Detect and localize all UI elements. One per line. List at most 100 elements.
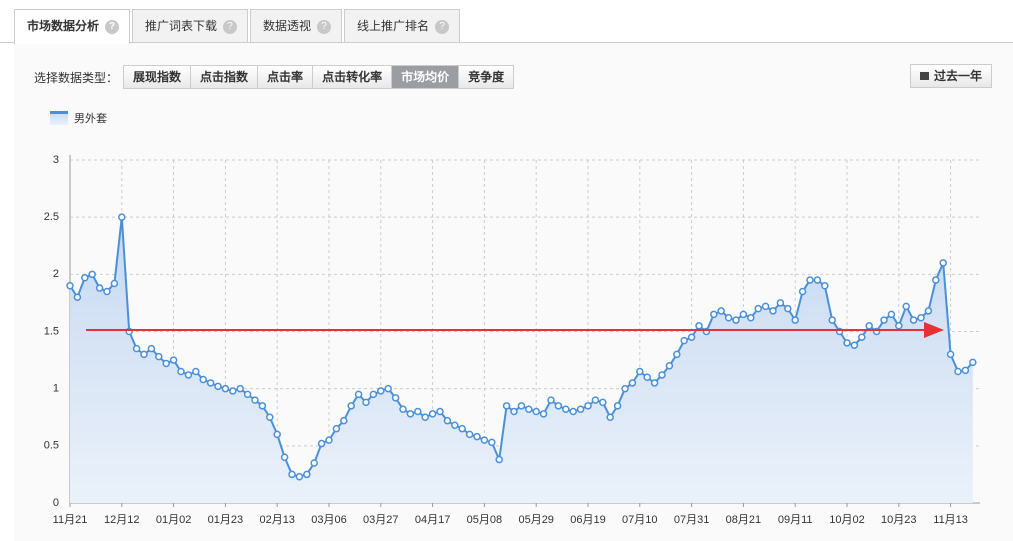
- y-tick-label: 3: [53, 154, 59, 166]
- x-tick-label: 02月13: [259, 514, 294, 526]
- y-tick-label: 1: [53, 383, 59, 395]
- point: [880, 316, 888, 324]
- point: [747, 314, 755, 322]
- point: [295, 472, 304, 481]
- point: [636, 367, 644, 376]
- point: [510, 407, 518, 416]
- x-tick-label: 03月06: [311, 514, 346, 526]
- x-tick-label: 10月02: [829, 514, 864, 526]
- y-tick-label: 1.5: [44, 325, 59, 337]
- point: [961, 366, 970, 375]
- calendar-icon: [920, 72, 929, 80]
- point: [554, 402, 563, 410]
- help-icon[interactable]: ?: [435, 20, 450, 34]
- type-button[interactable]: 展现指数: [123, 65, 192, 89]
- point: [147, 344, 156, 353]
- point: [813, 276, 822, 284]
- selector-label: 选择数据类型：: [34, 70, 119, 85]
- tab-label: 数据透视: [263, 19, 312, 33]
- tab[interactable]: 线上推广排名?: [344, 9, 461, 42]
- data-type-selector: 选择数据类型： 展现指数 点击指数 点击率 点击转化率 市场均价 竞争度: [34, 65, 515, 89]
- point: [465, 430, 474, 439]
- point: [73, 293, 82, 301]
- point: [480, 436, 489, 444]
- type-button[interactable]: 市场均价: [391, 65, 460, 89]
- point: [391, 394, 400, 402]
- period-button[interactable]: 过去一年: [910, 64, 993, 88]
- point: [850, 341, 859, 349]
- point: [377, 387, 385, 395]
- type-button[interactable]: 点击转化率: [312, 65, 393, 89]
- point: [673, 350, 681, 359]
- point: [340, 416, 348, 425]
- point: [317, 439, 326, 448]
- point: [821, 282, 829, 290]
- legend-label[interactable]: 男外套: [74, 112, 107, 125]
- help-icon[interactable]: ?: [317, 20, 332, 34]
- point: [236, 384, 244, 393]
- point: [969, 358, 977, 367]
- point: [347, 402, 355, 410]
- y-tick-label: 2: [53, 268, 59, 280]
- point: [495, 455, 503, 464]
- point: [488, 438, 496, 447]
- point: [266, 413, 274, 421]
- x-tick-label: 07月10: [622, 514, 657, 526]
- point: [739, 310, 748, 319]
- x-tick-label: 11月13: [933, 514, 968, 526]
- point: [332, 424, 341, 433]
- point: [443, 416, 452, 425]
- point: [95, 284, 104, 292]
- x-tick-label: 05月08: [467, 514, 502, 526]
- point: [643, 373, 651, 381]
- point: [687, 333, 696, 341]
- point: [155, 352, 163, 361]
- y-tick-label: 0.5: [44, 440, 59, 452]
- point: [132, 344, 141, 353]
- point: [162, 359, 170, 368]
- point: [251, 396, 259, 404]
- point: [169, 356, 178, 364]
- point: [621, 384, 629, 393]
- x-tick-label: 12月12: [104, 514, 139, 526]
- point: [258, 402, 267, 410]
- tab[interactable]: 推广词表下载?: [132, 9, 249, 42]
- point: [243, 390, 252, 399]
- period-label: 过去一年: [934, 69, 983, 83]
- point: [421, 413, 429, 421]
- point: [547, 396, 555, 404]
- point: [310, 459, 318, 467]
- point: [66, 282, 74, 290]
- point: [539, 410, 548, 418]
- point: [280, 453, 289, 462]
- point: [502, 402, 511, 410]
- y-tick-label: 0: [53, 497, 59, 509]
- type-button[interactable]: 竞争度: [458, 65, 515, 89]
- point: [658, 371, 666, 379]
- point: [599, 398, 607, 407]
- point: [946, 350, 955, 359]
- x-tick-label: 06月19: [570, 514, 605, 526]
- point: [954, 367, 962, 376]
- y-tick-label: 2.5: [44, 211, 59, 223]
- point: [584, 402, 592, 410]
- type-button[interactable]: 点击率: [257, 65, 314, 89]
- tab[interactable]: 市场数据分析?: [14, 9, 131, 44]
- help-icon[interactable]: ?: [223, 20, 238, 34]
- point: [384, 384, 392, 393]
- type-button[interactable]: 点击指数: [190, 65, 259, 89]
- tab[interactable]: 数据透视?: [250, 9, 343, 42]
- point: [525, 405, 533, 413]
- tab-label: 线上推广排名: [357, 19, 430, 33]
- point: [909, 316, 918, 324]
- point: [458, 424, 466, 433]
- point: [858, 333, 866, 341]
- x-tick-label: 10月23: [881, 514, 916, 526]
- point: [110, 279, 119, 288]
- point: [192, 367, 200, 376]
- x-tick-label: 07月31: [674, 514, 709, 526]
- point: [569, 407, 577, 416]
- point: [806, 276, 814, 284]
- help-icon[interactable]: ?: [105, 20, 120, 34]
